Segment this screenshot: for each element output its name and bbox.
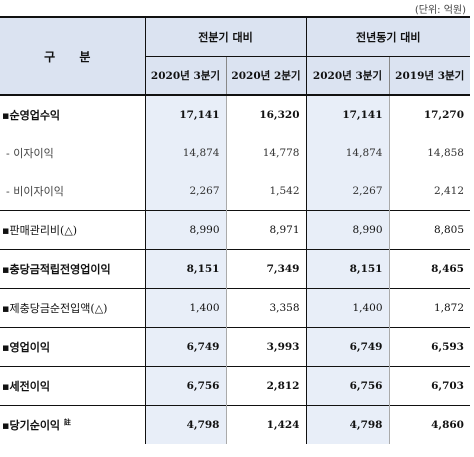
value-cell: 8,151: [145, 249, 227, 289]
period-header: 2019년 3분기: [389, 56, 470, 95]
group-header-qoq: 전분기 대비: [145, 17, 306, 57]
value-cell: 6,756: [305, 366, 390, 406]
unit-caption: (단위: 억원): [414, 5, 466, 16]
value-cell: 14,858: [427, 147, 464, 159]
value-cell: 2,267: [305, 172, 390, 211]
period-header: 2020년 3분기: [145, 56, 227, 95]
value-cell: 6,593: [389, 327, 470, 367]
table-row: ▪세전이익 6,756 2,812 6,756 6,703: [0, 366, 470, 406]
row-label: ▪영업이익: [0, 327, 146, 367]
value-cell: 1,424: [226, 405, 306, 444]
value-cell: 1,400: [145, 288, 227, 328]
table-row: ▪제충당금순전입액(△) 1,400 3,358 1,400 1,872: [0, 288, 470, 328]
row-label: - 비이자이익: [0, 172, 146, 211]
period-header: 2020년 3분기: [305, 56, 390, 95]
value-cell: 2,412: [433, 185, 464, 197]
value-cell: 2,267: [145, 172, 227, 211]
value-cell: 3,993: [226, 327, 306, 367]
table-row: ▪영업이익 6,749 3,993 6,749 6,593: [0, 327, 470, 367]
group-header-yoy: 전년동기 대비: [305, 17, 470, 57]
value-cell: 17,141: [145, 95, 227, 134]
table-row: ▪순영업수익 17,141 16,320 17,141 17,270: [0, 95, 470, 134]
value-cell: 1,872: [389, 288, 470, 328]
value-cell: 8,971: [226, 210, 306, 250]
row-label: ▪제충당금순전입액(△): [0, 288, 146, 328]
value-cell: 8,465: [389, 249, 470, 289]
value-cell: 16,320: [259, 109, 300, 121]
value-cell: 4,798: [145, 405, 227, 444]
value-cell: 6,703: [389, 366, 470, 406]
value-cell: 4,798: [305, 405, 390, 444]
value-cell: 3,358: [226, 288, 306, 328]
value-cell: 8,990: [305, 210, 390, 250]
row-label: ▪판매관리비(△): [0, 210, 146, 250]
value-cell: 17,141: [305, 95, 390, 134]
table-row: ▪충당금적립전영업이익 8,151 7,349 8,151 8,465: [0, 249, 470, 289]
value-cell: 4,860: [389, 405, 470, 444]
period-header: 2020년 2분기: [226, 56, 306, 95]
value-cell: 1,542: [269, 185, 300, 197]
value-cell: 14,778: [262, 147, 300, 159]
value-cell: 6,749: [145, 327, 227, 367]
financial-summary-table: 구 분 전분기 대비 전년동기 대비 2020년 3분기 2020년 2분기 2…: [0, 16, 470, 444]
row-label: ▪충당금적립전영업이익: [0, 249, 146, 289]
value-cell: 14,874: [305, 134, 390, 172]
table-row: - 비이자이익 2,267 1,542 2,267 2,412: [0, 172, 470, 211]
value-cell: 2,812: [226, 366, 306, 406]
category-header: 구 분: [0, 17, 146, 95]
value-cell: 6,756: [145, 366, 227, 406]
table-row: ▪판매관리비(△) 8,990 8,971 8,990 8,805: [0, 210, 470, 250]
value-cell: 17,270: [423, 109, 464, 121]
value-cell: 8,805: [389, 210, 470, 250]
row-label: ▪세전이익: [0, 366, 146, 406]
value-cell: 8,990: [145, 210, 227, 250]
table-row: - 이자이익 14,874 14,778 14,874 14,858: [0, 134, 470, 172]
value-cell: 8,151: [305, 249, 390, 289]
row-label: ▪순영업수익: [0, 95, 146, 134]
value-cell: 14,874: [145, 134, 227, 172]
value-cell: 7,349: [226, 249, 306, 289]
value-cell: 1,400: [305, 288, 390, 328]
table-row: ▪당기순이익 註 4,798 1,424 4,798 4,860: [0, 405, 470, 444]
footnote-marker: 註: [63, 417, 71, 427]
row-label: ▪당기순이익 註: [0, 405, 146, 444]
value-cell: 6,749: [305, 327, 390, 367]
row-label: - 이자이익: [0, 134, 146, 172]
